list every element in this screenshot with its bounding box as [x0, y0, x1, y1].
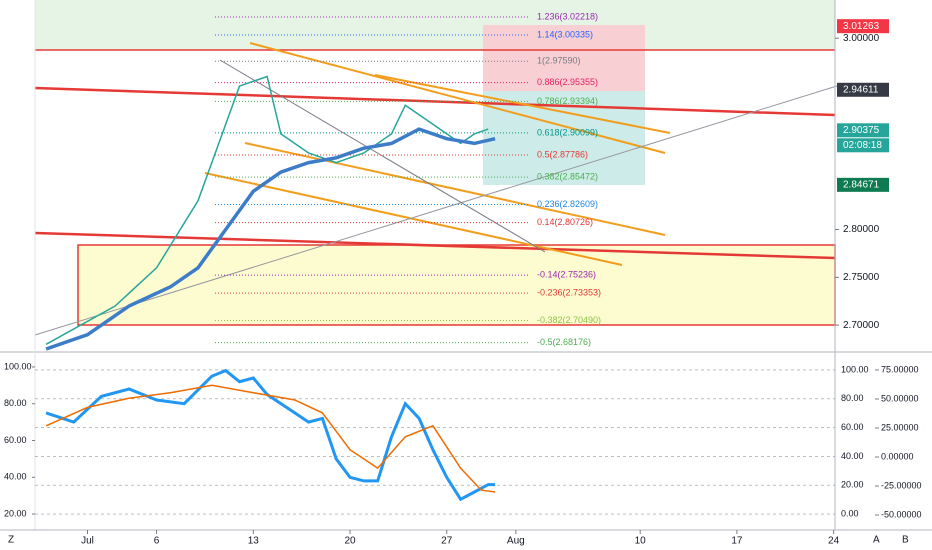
y2-tick-label: 60.00 [841, 422, 864, 432]
fib-label: 0.382(2.85472) [537, 172, 598, 182]
x-tick-label: 20 [344, 536, 356, 547]
fib-label: 0.618(2.90099) [537, 127, 598, 137]
x-tick-label: 24 [828, 536, 840, 547]
fib-label: -0.14(2.75236) [537, 269, 596, 279]
series-line [45, 384, 496, 493]
fib-label: 0.236(2.82609) [537, 199, 598, 209]
y2-tick-label: 0.00 [841, 508, 859, 518]
y-tick-label: 2.75000 [843, 272, 880, 283]
zone-red [483, 25, 645, 91]
price-badge-label: 3.01263 [843, 21, 880, 32]
channel-line [374, 74, 671, 134]
x-tick-label: 6 [154, 536, 160, 547]
fib-label: 0.14(2.80726) [537, 217, 593, 227]
price-badge [837, 82, 889, 97]
zone-yellow [77, 244, 836, 326]
y3-tick-label: 25.00000 [881, 422, 919, 432]
x-tick-label: Jul [81, 536, 94, 547]
fib-label: 0.786(2.93394) [537, 96, 598, 106]
y-tick-label: 40.00 [4, 472, 27, 482]
trend-line [34, 231, 836, 260]
y2-tick-label: 40.00 [841, 451, 864, 461]
fib-label: -0.236(2.73353) [537, 287, 601, 297]
x-tick-label: Aug [507, 536, 525, 547]
channel-line [244, 142, 666, 236]
y-tick-label: 20.00 [4, 508, 27, 518]
y3-tick-label: 50.00000 [881, 393, 919, 403]
channel-line [249, 42, 666, 154]
x-tick-label: 17 [731, 536, 743, 547]
zone-top [35, 0, 835, 50]
fib-label: 1.14(3.00335) [537, 29, 593, 39]
toolbar-b[interactable]: B [902, 535, 909, 546]
price-badge-label: 2.84671 [843, 179, 880, 190]
x-tick-label: 13 [248, 536, 260, 547]
series-line [45, 368, 496, 502]
y3-tick-label: 0.00000 [881, 451, 914, 461]
y-tick-label: 80.00 [4, 398, 27, 408]
countdown-badge [837, 138, 889, 153]
y-tick-label: 2.70000 [843, 320, 880, 331]
y2-tick-label: 100.00 [841, 364, 869, 374]
y-tick-label: 100.00 [4, 361, 32, 371]
series-line [45, 127, 496, 351]
toolbar-z[interactable]: Z [8, 535, 14, 546]
fib-label: -0.382(2.70490) [537, 315, 601, 325]
fib-label: 0.886(2.95355) [537, 77, 598, 87]
price-badge-label: 2.90375 [843, 125, 880, 136]
y2-tick-label: 80.00 [841, 393, 864, 403]
fib-label: 1(2.97590) [537, 56, 581, 66]
y-tick-label: 2.80000 [843, 224, 880, 235]
x-tick-label: 27 [441, 536, 453, 547]
channel-line [204, 172, 623, 266]
fib-label: 0.5(2.87786) [537, 149, 588, 159]
y3-tick-label: -50.00000 [881, 509, 922, 519]
price-badge [837, 19, 889, 34]
fib-label: -0.5(2.68176) [537, 337, 591, 347]
fib-label: 1.236(3.02218) [537, 11, 598, 21]
y-tick-label: 60.00 [4, 435, 27, 445]
toolbar-auto[interactable]: A [873, 535, 880, 546]
price-badge [837, 177, 889, 192]
ray [219, 59, 546, 253]
y-tick-label: 3.00000 [843, 33, 880, 44]
series-line [45, 75, 489, 345]
y2-tick-label: 20.00 [841, 480, 864, 490]
x-tick-label: 10 [635, 536, 647, 547]
price-badge-label: 2.94611 [843, 84, 879, 95]
price-badge [837, 123, 889, 138]
y3-tick-label: 75.00000 [881, 364, 919, 374]
y3-tick-label: -25.00000 [881, 480, 922, 490]
ray [34, 84, 841, 336]
countdown: 02:08:18 [843, 140, 882, 151]
